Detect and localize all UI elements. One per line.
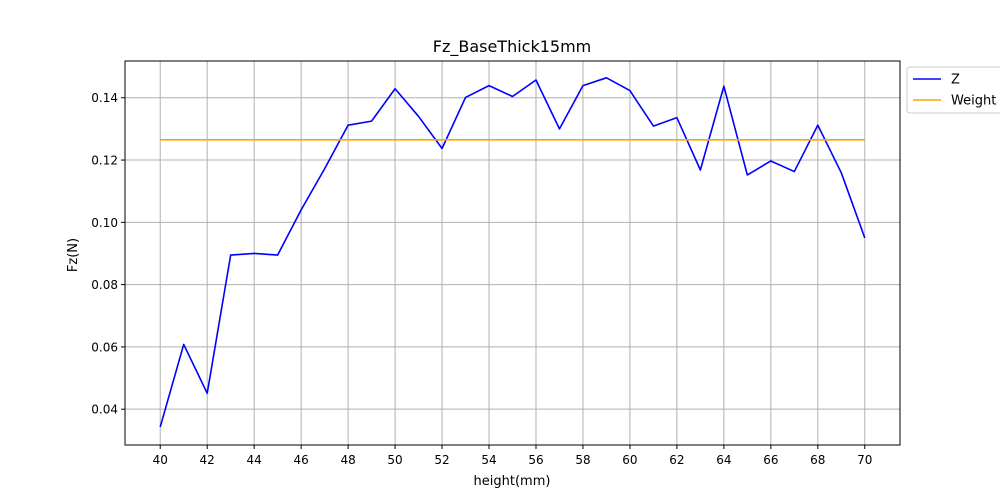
- plot-area-frame: [124, 60, 901, 446]
- chart-title: Fz_BaseThick15mm: [433, 37, 592, 57]
- x-tick-label: 68: [810, 453, 825, 467]
- y-tick-label: 0.08: [91, 278, 118, 292]
- x-tick-label: 54: [481, 453, 496, 467]
- y-tick-label: 0.04: [91, 403, 118, 417]
- series-layer: [159, 77, 866, 428]
- y-axis-ticks: 0.04 0.06 0.08 0.10 0.12 0.14: [91, 91, 125, 417]
- x-tick-label: 60: [622, 453, 637, 467]
- x-tick-label: 58: [575, 453, 590, 467]
- grid: [125, 61, 900, 445]
- x-tick-label: 50: [387, 453, 402, 467]
- y-tick-label: 0.12: [91, 154, 118, 168]
- x-tick-label: 70: [857, 453, 872, 467]
- x-axis-label: height(mm): [474, 474, 551, 489]
- y-axis-label: Fz(N): [66, 238, 81, 272]
- x-tick-label: 64: [716, 453, 731, 467]
- x-axis-ticks: 40 42 44 46 48 50 52 54 56 58 60 62 64 66 68 70: [153, 445, 872, 467]
- x-tick-label: 52: [434, 453, 449, 467]
- x-tick-label: 42: [200, 453, 215, 467]
- legend-label-z: Z: [951, 73, 960, 88]
- x-tick-label: 46: [293, 453, 308, 467]
- x-tick-label: 62: [669, 453, 684, 467]
- y-tick-label: 0.10: [91, 216, 118, 230]
- legend: Z Weight: [906, 66, 1000, 114]
- x-tick-label: 56: [528, 453, 543, 467]
- legend-label-weight: Weight: [951, 94, 996, 109]
- x-tick-label: 66: [763, 453, 778, 467]
- x-tick-label: 44: [247, 453, 262, 467]
- series-line-z: [159, 77, 866, 428]
- y-tick-label: 0.14: [91, 91, 118, 105]
- x-tick-label: 40: [153, 453, 168, 467]
- x-tick-label: 48: [340, 453, 355, 467]
- y-tick-label: 0.06: [91, 340, 118, 354]
